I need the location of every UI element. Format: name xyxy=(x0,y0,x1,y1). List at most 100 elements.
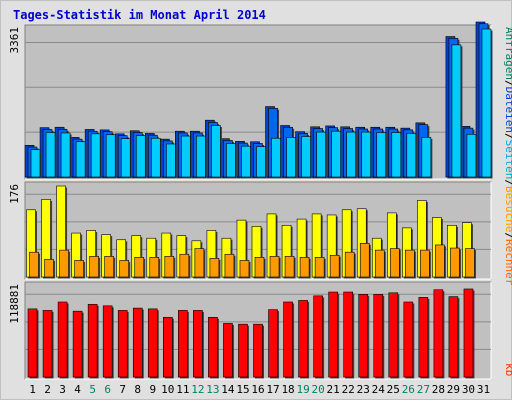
bar xyxy=(196,135,206,178)
bar xyxy=(74,260,84,278)
y-max-label: 3361 xyxy=(8,27,21,54)
x-tick-label: 22 xyxy=(342,383,355,396)
bar xyxy=(359,243,370,278)
series-kb xyxy=(27,288,475,379)
x-tick-label: 16 xyxy=(251,383,264,396)
series-seiten xyxy=(30,28,493,179)
bar xyxy=(105,134,116,178)
x-tick-label: 15 xyxy=(236,383,249,396)
bar xyxy=(405,249,415,278)
legend-entry: / xyxy=(503,179,512,186)
bar xyxy=(132,307,143,378)
bar xyxy=(241,145,251,178)
x-tick-label: 7 xyxy=(119,383,126,396)
bar xyxy=(435,244,445,278)
bar xyxy=(343,291,353,378)
x-tick-label: 1 xyxy=(29,383,36,396)
bar xyxy=(27,308,38,378)
bar xyxy=(44,259,54,278)
bar xyxy=(313,295,323,378)
series-rechner xyxy=(29,243,476,279)
x-tick-label: 26 xyxy=(402,383,415,396)
bar xyxy=(87,303,98,378)
bar xyxy=(150,137,161,178)
right-legend-top: Anfragen/Dateien/Seiten/Besuche/Rechner xyxy=(503,27,512,286)
x-tick-label: 5 xyxy=(89,383,96,396)
bar xyxy=(117,310,128,378)
bar xyxy=(389,248,400,278)
bar xyxy=(254,257,265,278)
bar xyxy=(299,257,310,278)
x-tick-label: 12 xyxy=(191,383,204,396)
bar xyxy=(374,249,385,278)
bar xyxy=(60,132,71,178)
legend-entry: Anfragen xyxy=(503,27,512,80)
bar xyxy=(376,132,387,178)
x-tick-label: 28 xyxy=(432,383,445,396)
bar xyxy=(451,44,462,178)
chart-title: Tages-Statistik im Monat April 2014 xyxy=(13,8,266,22)
x-tick-label: 2 xyxy=(44,383,51,396)
bar xyxy=(406,133,417,178)
bar xyxy=(120,138,131,178)
x-tick-label: 13 xyxy=(206,383,219,396)
bar xyxy=(57,301,68,378)
bar xyxy=(373,294,384,378)
bar xyxy=(388,292,399,378)
bar xyxy=(147,308,158,378)
bar xyxy=(421,137,432,178)
bar xyxy=(433,289,444,378)
x-tick-label: 3 xyxy=(59,383,66,396)
bar xyxy=(283,301,293,378)
bar xyxy=(361,131,372,178)
bar xyxy=(239,260,250,278)
bar xyxy=(463,288,474,378)
bar xyxy=(298,300,308,378)
bar xyxy=(271,137,281,178)
y-max-label: 118881 xyxy=(8,284,21,324)
bar xyxy=(316,131,326,178)
bar xyxy=(75,141,86,178)
bar xyxy=(45,132,56,178)
bar xyxy=(164,256,175,278)
bar xyxy=(268,309,278,378)
bar xyxy=(208,316,218,378)
x-tick-label: 14 xyxy=(221,383,235,396)
legend-entry: Besuche xyxy=(503,186,512,232)
bar xyxy=(223,323,233,378)
panel-top: 3361 xyxy=(8,21,493,180)
bar xyxy=(166,143,176,178)
bar xyxy=(89,256,99,278)
bar xyxy=(284,256,295,278)
panel-bottom: 118881 xyxy=(8,281,492,380)
right-legend-kb: kb xyxy=(503,363,512,376)
bar xyxy=(30,149,41,178)
bar xyxy=(194,248,205,278)
x-tick-label: 9 xyxy=(149,383,156,396)
bar xyxy=(181,135,191,178)
bar xyxy=(286,137,296,178)
x-tick-label: 17 xyxy=(266,383,279,396)
bar xyxy=(90,133,101,178)
bar xyxy=(329,254,340,278)
bar xyxy=(209,258,220,278)
bar xyxy=(465,248,475,278)
legend-entry: / xyxy=(503,80,512,87)
bar xyxy=(448,296,459,378)
x-tick-label: 20 xyxy=(312,383,325,396)
bar xyxy=(344,251,355,278)
x-tick-label: 23 xyxy=(357,383,370,396)
bar xyxy=(328,291,338,378)
x-tick-label: 4 xyxy=(74,383,81,396)
bar xyxy=(29,251,39,278)
bar xyxy=(391,132,402,178)
bar xyxy=(301,136,311,178)
bar xyxy=(72,310,83,378)
bar xyxy=(211,125,221,178)
legend-entry: Dateien xyxy=(503,87,512,133)
bar xyxy=(403,301,414,378)
bar xyxy=(178,310,188,378)
bar xyxy=(253,323,263,378)
